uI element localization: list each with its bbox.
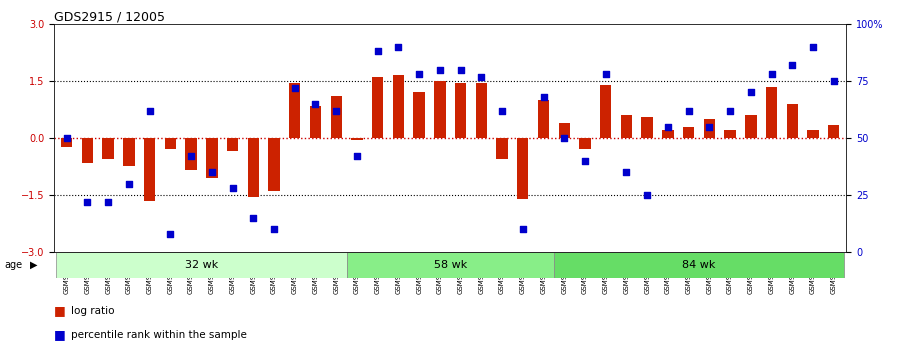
Point (391, 44, 405, 50)
Bar (144, 138, 156, 201)
Bar (554, 252, 844, 278)
Point (142, 108, 157, 114)
Point (537, 94, 551, 100)
Point (329, 108, 344, 114)
Text: log ratio: log ratio (71, 306, 114, 315)
Point (785, 62, 799, 68)
Text: ▶: ▶ (30, 260, 37, 270)
Point (826, 78, 841, 84)
Point (702, 124, 717, 129)
Bar (347, 252, 554, 278)
Bar (579, 138, 591, 149)
Bar (81, 138, 93, 163)
Point (474, 74, 489, 79)
Bar (351, 138, 363, 140)
Text: percentile rank within the sample: percentile rank within the sample (71, 330, 246, 339)
Bar (704, 119, 715, 138)
Bar (248, 138, 259, 197)
Bar (558, 123, 570, 138)
Bar (662, 130, 673, 138)
Text: 58 wk: 58 wk (433, 260, 467, 270)
Bar (269, 138, 280, 191)
Bar (766, 87, 777, 138)
Bar (807, 130, 819, 138)
Point (765, 71, 779, 77)
Bar (102, 138, 114, 159)
Bar (496, 138, 508, 159)
Point (184, 154, 198, 159)
Point (121, 181, 136, 186)
Bar (227, 138, 238, 151)
Bar (745, 115, 757, 138)
Point (349, 154, 364, 159)
Bar (517, 138, 529, 199)
Point (577, 158, 592, 164)
Bar (414, 92, 424, 138)
Bar (621, 115, 632, 138)
Bar (206, 138, 217, 178)
Point (163, 231, 177, 236)
Point (805, 44, 820, 50)
Bar (434, 81, 445, 138)
Bar (724, 130, 736, 138)
Bar (476, 83, 487, 138)
Point (101, 199, 116, 205)
Point (205, 169, 219, 175)
Point (557, 135, 571, 141)
Text: ■: ■ (54, 304, 66, 317)
Point (246, 215, 261, 220)
Bar (786, 104, 798, 138)
Point (433, 67, 447, 72)
Point (744, 90, 758, 95)
Bar (455, 83, 466, 138)
Text: GDS2915 / 12005: GDS2915 / 12005 (54, 10, 166, 23)
Bar (600, 85, 612, 138)
Bar (642, 117, 653, 138)
Bar (538, 100, 549, 138)
Text: age: age (5, 260, 23, 270)
Point (516, 226, 530, 232)
Point (681, 108, 696, 114)
Bar (372, 77, 384, 138)
Text: 84 wk: 84 wk (682, 260, 716, 270)
Point (640, 192, 654, 198)
Point (598, 71, 613, 77)
Point (619, 169, 634, 175)
Point (60, 135, 74, 141)
Point (267, 226, 281, 232)
Point (370, 49, 385, 54)
Point (495, 108, 510, 114)
Point (412, 71, 426, 77)
Point (723, 108, 738, 114)
Bar (828, 125, 840, 138)
Bar (289, 83, 300, 138)
Point (288, 85, 302, 91)
Bar (123, 138, 135, 167)
Bar (186, 138, 196, 170)
Bar (310, 106, 321, 138)
Point (81, 199, 95, 205)
Text: ■: ■ (54, 328, 66, 341)
Bar (56, 252, 347, 278)
Bar (330, 96, 342, 138)
Point (309, 101, 323, 107)
Bar (683, 127, 694, 138)
Point (225, 185, 240, 191)
Bar (393, 75, 405, 138)
Point (453, 67, 468, 72)
Bar (165, 138, 176, 149)
Point (661, 124, 675, 129)
Bar (61, 138, 72, 148)
Text: 32 wk: 32 wk (185, 260, 218, 270)
